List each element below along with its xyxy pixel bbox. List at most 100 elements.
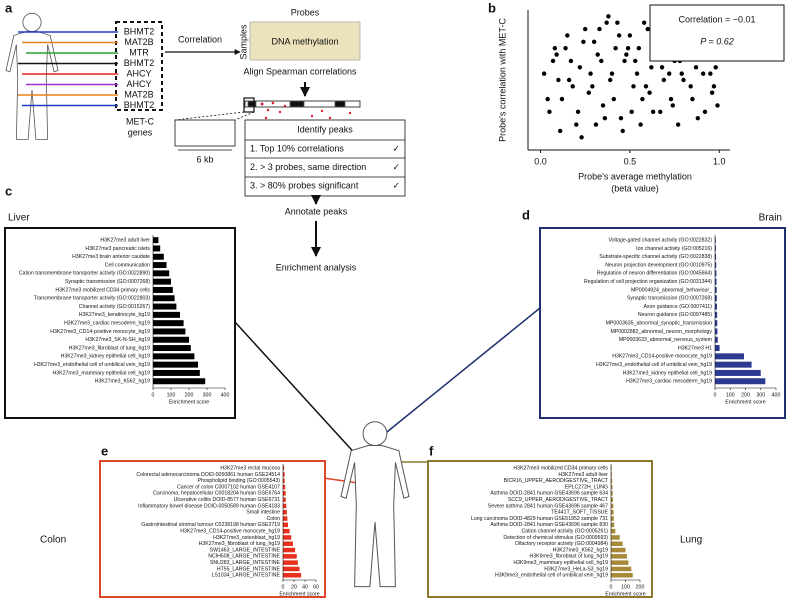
category-label: SNU283_LARGE_INTESTINE (210, 560, 281, 566)
x-axis-label: Enrichment score (605, 591, 645, 597)
category-label: Inflammatory bowel disease DOID-0050589 … (138, 503, 280, 509)
point (693, 65, 699, 70)
bar (153, 286, 173, 293)
category-label: H3K27me3_CD14-positive monocyte_hg19 (612, 354, 712, 360)
point (700, 71, 706, 76)
category-label: Synaptic transmission (GO:0007268) (627, 296, 712, 302)
bar (153, 295, 175, 302)
point (618, 115, 624, 121)
bar (611, 560, 629, 565)
category-label: H3K27me3_CD14-positive monocyte_hg19 (180, 529, 280, 535)
point (647, 90, 652, 95)
point (636, 45, 642, 51)
category-label: Colorectal adenocarcinoma DOID-0050861 h… (136, 472, 280, 478)
bar (715, 278, 717, 285)
category-label: NCIH508_LARGE_INTESTINE (208, 554, 280, 560)
point (713, 65, 718, 70)
x-tick-label: 0.5 (624, 156, 637, 166)
point (588, 71, 593, 76)
panel-label: f (429, 443, 434, 458)
bar (283, 516, 288, 521)
category-label: H3K27me3_keratinocyte_hg19 (79, 312, 150, 318)
x-tick-label: 40 (302, 584, 308, 590)
point (634, 71, 640, 76)
point (552, 45, 558, 51)
bar (283, 547, 296, 553)
bar (611, 547, 626, 553)
step-check: ✓ (392, 143, 400, 153)
bar (283, 566, 300, 572)
panel-label: b (488, 0, 496, 15)
panel-label: d (522, 207, 530, 222)
bar (611, 497, 614, 502)
bar (611, 528, 616, 534)
category-label: H3K9me3_fibroblast of lung_hg19 (530, 554, 609, 560)
point (679, 71, 684, 76)
bar (153, 345, 191, 352)
x-tick-label: 100 (726, 392, 735, 398)
point (593, 122, 599, 127)
step-check: ✓ (392, 162, 400, 172)
correlation-label: Correlation (178, 34, 222, 44)
category-label: Phospholipid binding (GO:0005543) (198, 478, 281, 484)
point (613, 45, 618, 51)
gene-label: BHMT2 (124, 26, 155, 36)
x-axis-label: Enrichment score (279, 591, 319, 597)
bar (153, 378, 206, 385)
point (675, 122, 681, 127)
point (615, 20, 620, 25)
bar (715, 270, 717, 277)
bar (611, 535, 620, 540)
bar (715, 286, 717, 293)
bar (611, 503, 614, 509)
category-label: Ion channel activity (GO:005216) (636, 246, 712, 252)
bar (153, 353, 195, 360)
point (688, 84, 693, 89)
category-label: SCC9_UPPER_AERODIGESTIVE_TRACT (508, 497, 609, 503)
point (715, 103, 720, 108)
point (575, 109, 581, 115)
step-text: 1. Top 10% correlations (250, 143, 344, 153)
category-label: H3K27me3_mammary epithelial cell_hg19 (53, 370, 151, 376)
category-label: H3K27me3 brain anterior caudate (72, 254, 150, 260)
bar (611, 509, 614, 515)
category-label: H3K27me3 H1 (678, 345, 712, 351)
point (649, 65, 654, 70)
x-tick-label: 20 (291, 584, 297, 590)
category-label: Neuron guidance (GO:0097485) (638, 312, 712, 318)
point (702, 109, 708, 115)
point (577, 65, 583, 70)
category-label: Cancer of colon C0007102 human GSE4107 (177, 484, 280, 490)
point (574, 122, 579, 127)
category-label: SW1463_LARGE_INTESTINE (210, 547, 281, 553)
bar (715, 245, 716, 252)
category-label: H3K27me3 mobilized CD34 primary cells (55, 287, 150, 293)
chart-title: Liver (8, 213, 30, 224)
panel-label: e (101, 443, 108, 458)
point (581, 39, 586, 45)
x-tick-label: 300 (756, 392, 765, 398)
category-label: Cell communication (105, 262, 150, 268)
point (565, 33, 570, 38)
bar (715, 328, 718, 335)
point (604, 20, 609, 25)
category-label: H3K27me3_HeLa-S3_hg19 (544, 566, 608, 572)
point (566, 77, 572, 83)
bar (283, 491, 286, 496)
category-label: LS1034_LARGE_INTESTINE (212, 573, 281, 579)
bar (153, 253, 164, 260)
point (643, 84, 649, 89)
point (641, 20, 647, 25)
point (709, 90, 715, 95)
point (568, 58, 574, 64)
gene-label: MAT2B (124, 37, 153, 47)
x-tick-label: 0.0 (534, 156, 547, 166)
category-label: EPLC272H_LUNG (565, 484, 608, 490)
bar (153, 245, 161, 252)
point (627, 33, 633, 38)
bar (153, 278, 171, 285)
bar (611, 491, 613, 496)
point (556, 77, 561, 83)
category-label: H3K27me3 pancreatic islets (85, 246, 150, 252)
category-label: MP0003633_abnormal_nervous_system (619, 337, 712, 343)
